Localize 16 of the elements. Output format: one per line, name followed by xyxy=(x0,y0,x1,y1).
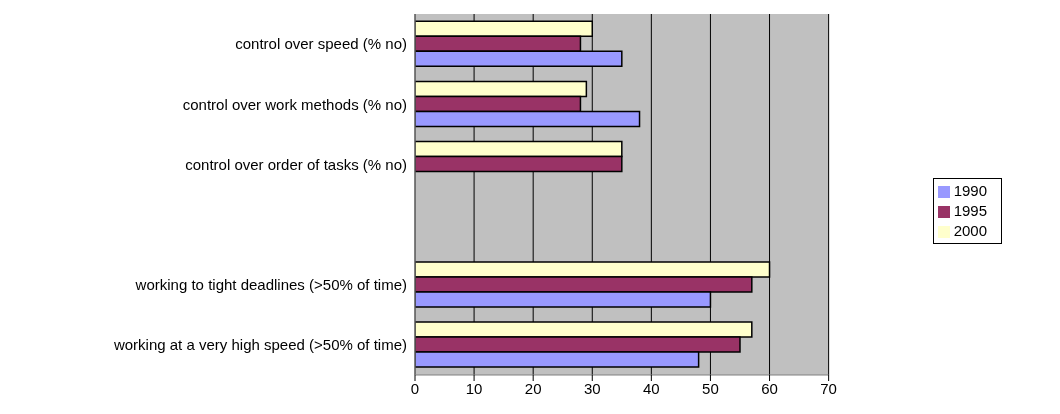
x-tick-label: 10 xyxy=(465,379,483,397)
y-tick-label: control over work methods (% no) xyxy=(182,95,407,113)
x-tick-label: 30 xyxy=(583,379,601,397)
legend-label: 1995 xyxy=(953,202,987,219)
legend-label: 2000 xyxy=(953,222,987,239)
x-tick-label: 20 xyxy=(524,379,542,397)
x-tick-label: 0 xyxy=(410,379,420,397)
y-tick-label: control over speed (% no) xyxy=(235,35,407,53)
y-tick-label: working to tight deadlines (>50% of time) xyxy=(134,276,407,294)
x-tick-label: 40 xyxy=(643,379,660,397)
x-tick-label: 70 xyxy=(820,379,837,397)
legend-label: 1990 xyxy=(953,182,987,199)
x-tick-label: 50 xyxy=(702,379,719,397)
x-tick-label: 60 xyxy=(761,379,778,397)
y-tick-label: working at a very high speed (>50% of time) xyxy=(112,336,407,354)
y-tick-label: control over order of tasks (% no) xyxy=(185,155,407,173)
